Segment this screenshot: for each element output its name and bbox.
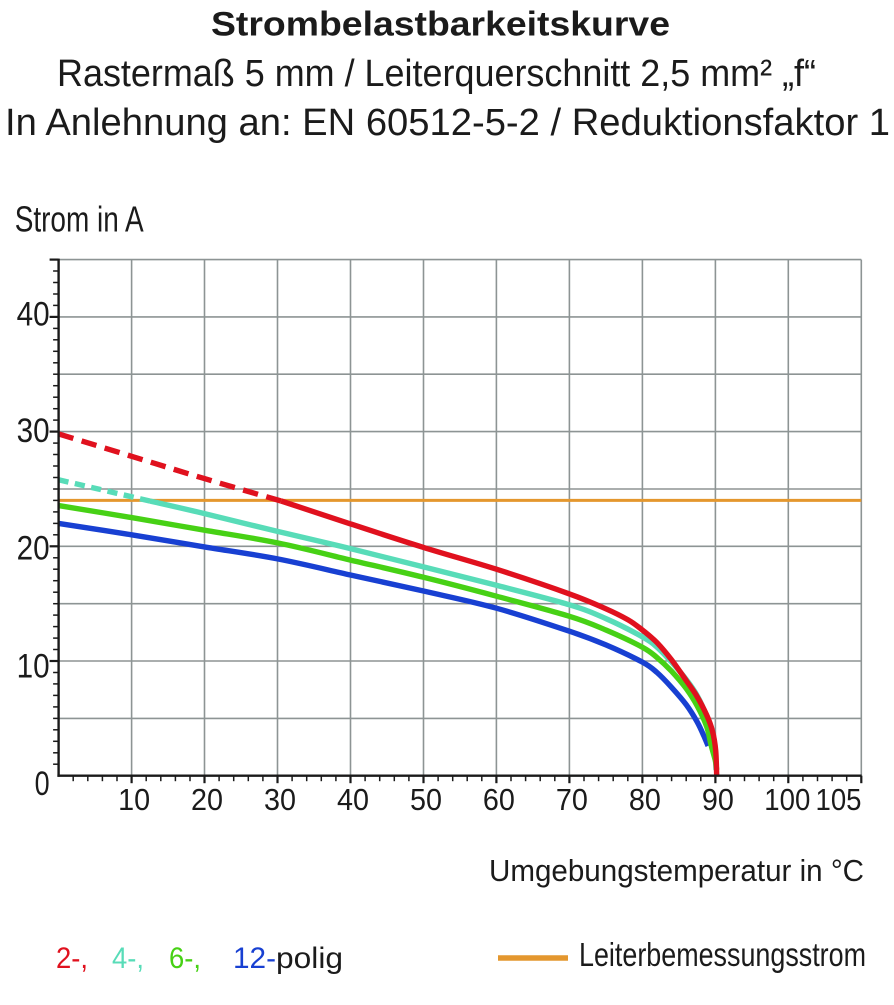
svg-text:polig: polig: [276, 942, 343, 975]
svg-text:80: 80: [629, 782, 661, 817]
svg-text:20: 20: [191, 782, 223, 817]
svg-text:6-,: 6-,: [169, 942, 201, 975]
svg-text:4-,: 4-,: [112, 942, 144, 975]
svg-text:50: 50: [410, 782, 442, 817]
svg-text:60: 60: [483, 782, 515, 817]
svg-text:0: 0: [35, 765, 50, 803]
svg-text:40: 40: [17, 296, 50, 334]
svg-text:2-,: 2-,: [56, 942, 88, 975]
svg-text:10: 10: [17, 647, 50, 685]
svg-text:40: 40: [337, 782, 369, 817]
svg-text:30: 30: [264, 782, 296, 817]
svg-text:90: 90: [702, 782, 734, 817]
svg-text:Strom in A: Strom in A: [15, 199, 144, 240]
svg-text:12-: 12-: [233, 942, 276, 975]
svg-text:Umgebungstemperatur in °C: Umgebungstemperatur in °C: [489, 853, 864, 888]
svg-text:30: 30: [17, 412, 50, 450]
svg-text:Leiterbemessungsstrom: Leiterbemessungsstrom: [579, 936, 866, 973]
svg-text:105: 105: [816, 782, 862, 817]
svg-text:In Anlehnung an: EN 60512-5-2: In Anlehnung an: EN 60512-5-2 / Reduktio…: [5, 102, 890, 144]
svg-text:10: 10: [118, 782, 150, 817]
svg-text:Strombelastbarkeitskurve: Strombelastbarkeitskurve: [211, 6, 670, 44]
svg-text:Rastermaß 5 mm / Leiterquersch: Rastermaß 5 mm / Leiterquerschnitt 2,5 m…: [57, 53, 816, 95]
svg-text:70: 70: [556, 782, 588, 817]
svg-text:100: 100: [764, 782, 810, 817]
svg-text:20: 20: [17, 530, 50, 568]
